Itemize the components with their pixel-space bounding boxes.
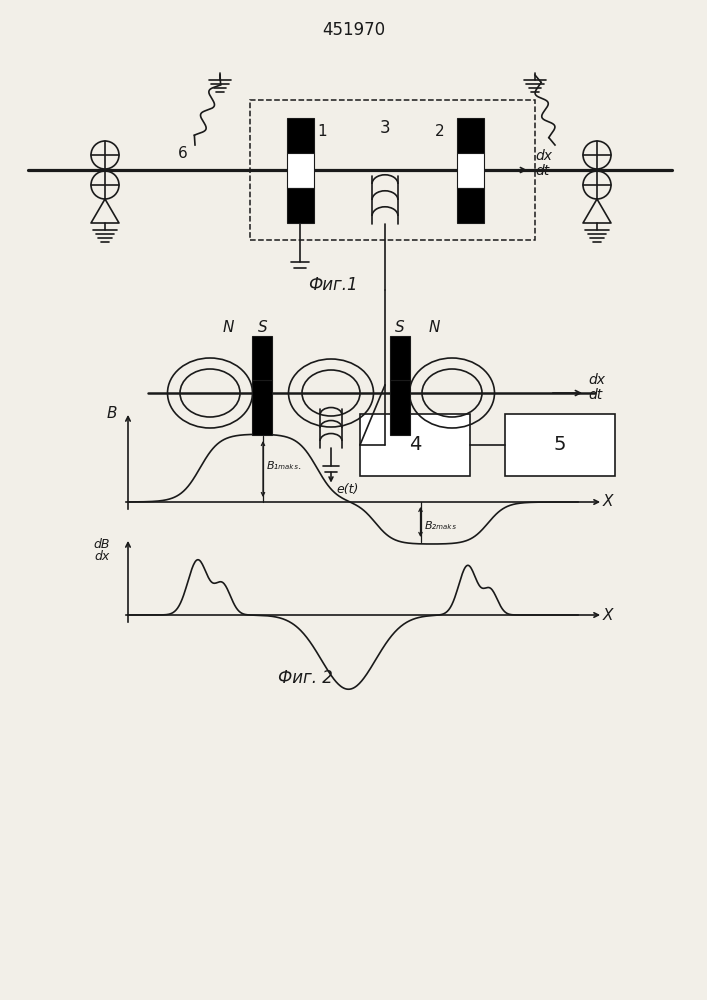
- Bar: [457, 152, 484, 188]
- Text: B: B: [107, 406, 117, 422]
- Text: 1: 1: [317, 124, 327, 139]
- Text: dx: dx: [588, 373, 605, 387]
- Bar: [457, 117, 484, 152]
- Text: dt: dt: [535, 164, 549, 178]
- Bar: [286, 188, 313, 223]
- Text: 3: 3: [380, 119, 391, 137]
- Text: X: X: [603, 607, 613, 622]
- Text: X: X: [603, 494, 613, 510]
- Text: B₁ₘₐₖₛ.: B₁ₘₐₖₛ.: [267, 461, 303, 471]
- Text: e(t): e(t): [336, 483, 358, 496]
- Bar: [390, 380, 410, 435]
- Bar: [457, 188, 484, 223]
- Text: dt: dt: [588, 388, 602, 402]
- Text: dx: dx: [535, 149, 552, 163]
- Bar: [250, 100, 535, 240]
- Text: 6: 6: [178, 146, 188, 161]
- Text: N: N: [222, 320, 234, 336]
- Bar: [505, 414, 615, 476]
- Text: 4: 4: [409, 436, 421, 454]
- Bar: [286, 117, 313, 152]
- Text: S: S: [258, 320, 268, 336]
- Text: 451970: 451970: [322, 21, 385, 39]
- Bar: [252, 380, 272, 435]
- Text: Фиг.1: Фиг.1: [308, 276, 358, 294]
- Text: 5: 5: [554, 436, 566, 454]
- Bar: [286, 152, 313, 188]
- Text: 2: 2: [435, 124, 445, 139]
- Bar: [252, 336, 272, 380]
- Text: dB: dB: [94, 538, 110, 550]
- Bar: [360, 414, 470, 476]
- Text: B₂ₘₐₖₛ: B₂ₘₐₖₛ: [424, 521, 457, 531]
- Text: S: S: [395, 320, 405, 336]
- Bar: [390, 336, 410, 380]
- Text: dx: dx: [94, 550, 110, 564]
- Text: Фиг. 2: Фиг. 2: [278, 669, 332, 687]
- Text: N: N: [428, 320, 440, 336]
